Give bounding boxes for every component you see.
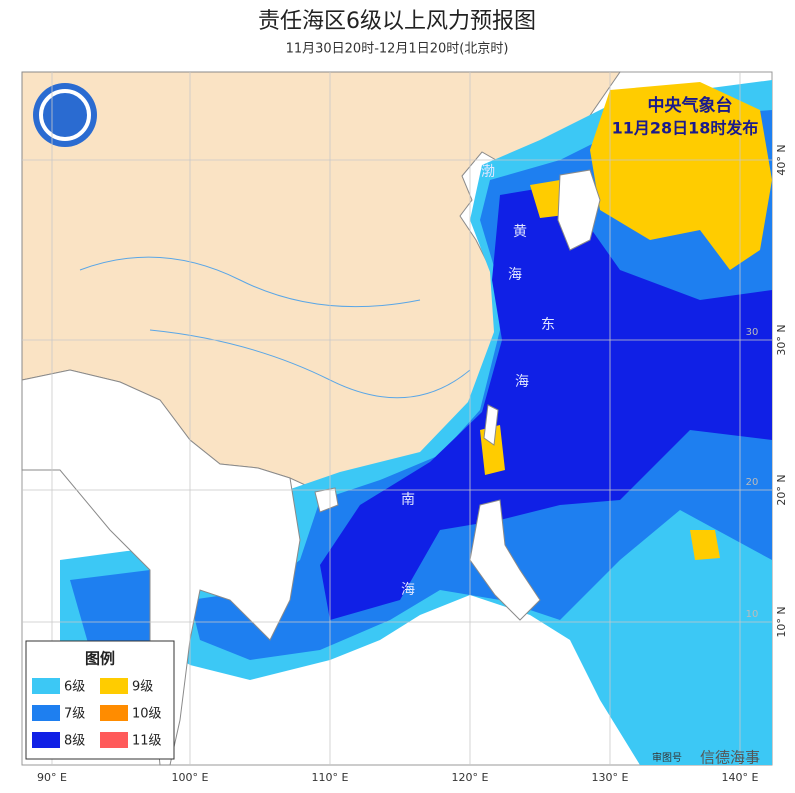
logo-ring	[39, 89, 91, 141]
legend: 图例 6级 9级 7级 10级 8级 11级	[25, 640, 175, 760]
sea-label: 东	[541, 317, 555, 333]
legend-swatch	[32, 678, 60, 694]
legend-swatch	[32, 732, 60, 748]
inner-lat-label: 20	[746, 477, 759, 488]
philippines-land	[469, 499, 541, 621]
legend-label: 7级	[64, 707, 85, 722]
lon-label: 110° E	[312, 771, 349, 784]
indochina-land	[21, 369, 301, 766]
legend-swatch	[100, 678, 128, 694]
legend-label: 6级	[64, 680, 85, 695]
inner-lat-label: 30	[746, 327, 759, 338]
title: 责任海区6级以上风力预报图	[258, 9, 536, 34]
issuer-name: 中央气象台	[648, 95, 733, 116]
sea-label: 海	[401, 582, 415, 598]
lon-label: 140° E	[722, 771, 759, 784]
wind-9	[480, 82, 772, 560]
lat-label: 30° N	[775, 324, 788, 355]
wind-8	[320, 185, 772, 620]
taiwan-land	[483, 404, 499, 446]
hainan-land	[314, 487, 339, 513]
sea-label: 渤	[481, 164, 495, 180]
lon-label: 90° E	[37, 771, 67, 784]
legend-swatch	[32, 705, 60, 721]
legend-label: 10级	[132, 707, 162, 722]
lon-label: 100° E	[172, 771, 209, 784]
sea-label: 海	[515, 374, 529, 390]
legend-swatch	[100, 705, 128, 721]
lon-label: 130° E	[592, 771, 629, 784]
lon-label: 120° E	[452, 771, 489, 784]
korea-land	[557, 169, 601, 251]
lat-label: 10° N	[775, 606, 788, 637]
river	[79, 256, 421, 308]
sea-label: 南	[401, 492, 415, 508]
issuer-time: 11月28日18时发布	[612, 119, 759, 138]
lat-label: 20° N	[775, 474, 788, 505]
graticule	[22, 72, 772, 765]
subtitle: 11月30日20时-12月1日20时(北京时)	[286, 42, 509, 57]
watermark: 信德海事	[700, 749, 760, 767]
sea-label: 黄	[513, 223, 527, 240]
lat-label: 40° N	[775, 144, 788, 175]
legend-label: 8级	[64, 734, 85, 749]
map-note: 审图号	[652, 751, 682, 764]
sea-label: 海	[508, 267, 522, 283]
logo	[33, 83, 97, 147]
legend-label: 11级	[132, 734, 162, 749]
legend-label: 9级	[132, 680, 153, 695]
inner-lat-label: 10	[746, 609, 759, 620]
legend-title: 图例	[85, 650, 115, 668]
legend-swatch	[100, 732, 128, 748]
